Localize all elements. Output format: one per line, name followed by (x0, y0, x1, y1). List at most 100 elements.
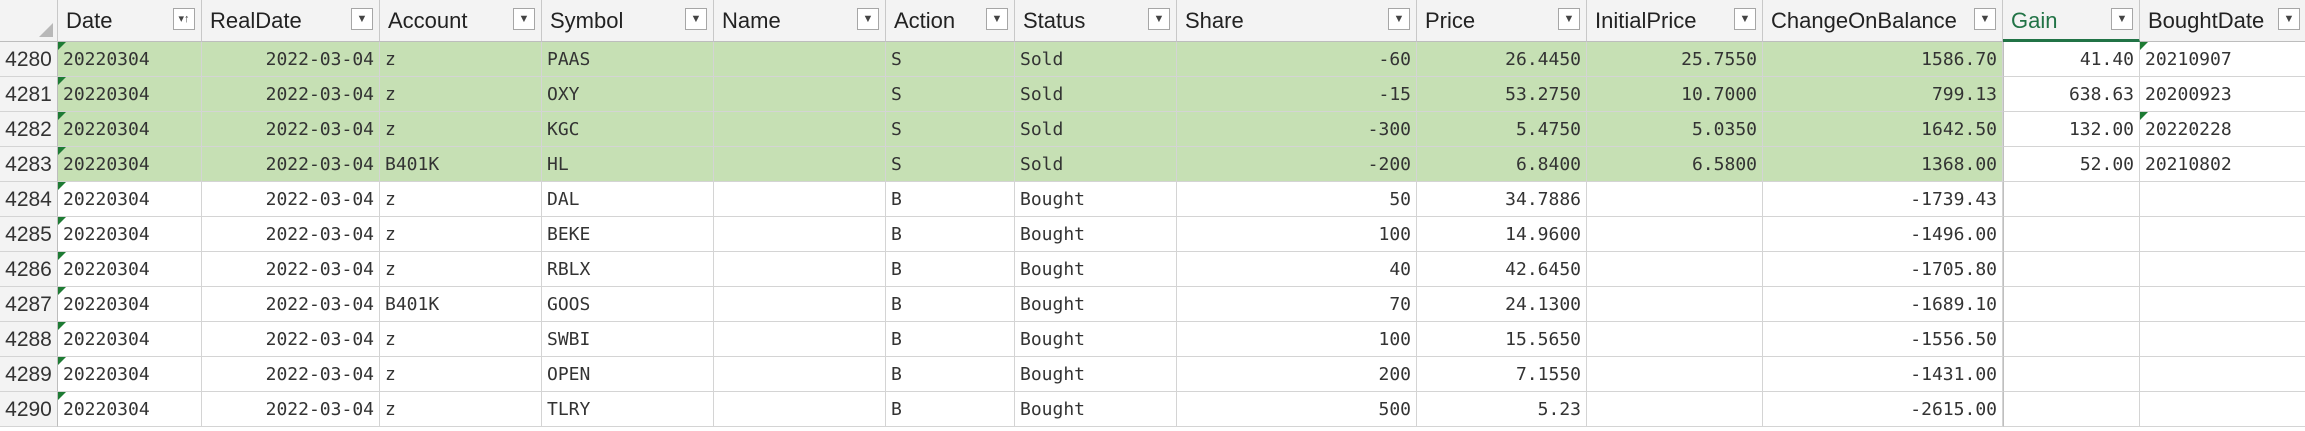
cell-name[interactable] (714, 182, 886, 217)
cell-changeonbalance[interactable]: 1586.70 (1763, 42, 2003, 77)
cell-action[interactable]: B (886, 252, 1015, 287)
row-header[interactable]: 4282 (0, 112, 58, 147)
cell-price[interactable]: 15.5650 (1417, 322, 1587, 357)
cell-symbol[interactable]: OPEN (542, 357, 714, 392)
cell-gain[interactable]: 132.00 (2003, 112, 2140, 147)
cell-gain[interactable] (2003, 322, 2140, 357)
cell-changeonbalance[interactable]: -1496.00 (1763, 217, 2003, 252)
cell-price[interactable]: 7.1550 (1417, 357, 1587, 392)
cell-price[interactable]: 5.23 (1417, 392, 1587, 427)
row-header[interactable]: 4284 (0, 182, 58, 217)
cell-boughtdate[interactable]: 20210802 (2140, 147, 2305, 182)
cell-date[interactable]: 20220304 (58, 322, 202, 357)
cell-changeonbalance[interactable]: -1739.43 (1763, 182, 2003, 217)
column-header-realdate[interactable]: RealDate ▼ (202, 0, 380, 42)
cell-account[interactable]: B401K (380, 147, 542, 182)
cell-symbol[interactable]: GOOS (542, 287, 714, 322)
cell-share[interactable]: 100 (1177, 322, 1417, 357)
cell-gain[interactable] (2003, 217, 2140, 252)
cell-account[interactable]: z (380, 112, 542, 147)
filter-dropdown-icon[interactable]: ▼ (2278, 8, 2300, 30)
cell-share[interactable]: 200 (1177, 357, 1417, 392)
cell-initialprice[interactable] (1587, 357, 1763, 392)
cell-date[interactable]: 20220304 (58, 287, 202, 322)
cell-account[interactable]: B401K (380, 287, 542, 322)
cell-name[interactable] (714, 147, 886, 182)
cell-status[interactable]: Bought (1015, 357, 1177, 392)
cell-date[interactable]: 20220304 (58, 217, 202, 252)
cell-action[interactable]: B (886, 217, 1015, 252)
cell-action[interactable]: B (886, 357, 1015, 392)
filter-dropdown-icon[interactable]: ▼ (1148, 8, 1170, 30)
cell-realdate[interactable]: 2022-03-04 (202, 392, 380, 427)
cell-name[interactable] (714, 287, 886, 322)
cell-action[interactable]: B (886, 287, 1015, 322)
cell-initialprice[interactable] (1587, 252, 1763, 287)
cell-boughtdate[interactable] (2140, 252, 2305, 287)
cell-account[interactable]: z (380, 322, 542, 357)
cell-price[interactable]: 34.7886 (1417, 182, 1587, 217)
row-header[interactable]: 4280 (0, 42, 58, 77)
cell-realdate[interactable]: 2022-03-04 (202, 322, 380, 357)
cell-realdate[interactable]: 2022-03-04 (202, 287, 380, 322)
cell-boughtdate[interactable] (2140, 322, 2305, 357)
row-header[interactable]: 4285 (0, 217, 58, 252)
cell-status[interactable]: Sold (1015, 112, 1177, 147)
cell-gain[interactable]: 52.00 (2003, 147, 2140, 182)
cell-date[interactable]: 20220304 (58, 182, 202, 217)
column-header-changeonbalance[interactable]: ChangeOnBalance ▼ (1763, 0, 2003, 42)
cell-changeonbalance[interactable]: -2615.00 (1763, 392, 2003, 427)
filter-dropdown-icon[interactable]: ▼ (986, 8, 1008, 30)
cell-name[interactable] (714, 322, 886, 357)
cell-changeonbalance[interactable]: -1556.50 (1763, 322, 2003, 357)
cell-share[interactable]: 70 (1177, 287, 1417, 322)
cell-status[interactable]: Sold (1015, 147, 1177, 182)
sort-ascending-icon[interactable]: ▾↑ (173, 8, 195, 30)
cell-price[interactable]: 42.6450 (1417, 252, 1587, 287)
cell-name[interactable] (714, 217, 886, 252)
filter-dropdown-icon[interactable]: ▼ (1974, 8, 1996, 30)
cell-initialprice[interactable] (1587, 322, 1763, 357)
cell-action[interactable]: B (886, 182, 1015, 217)
row-header[interactable]: 4286 (0, 252, 58, 287)
cell-status[interactable]: Sold (1015, 77, 1177, 112)
cell-realdate[interactable]: 2022-03-04 (202, 357, 380, 392)
filter-dropdown-icon[interactable]: ▼ (1734, 8, 1756, 30)
cell-status[interactable]: Bought (1015, 392, 1177, 427)
filter-dropdown-icon[interactable]: ▼ (2111, 8, 2133, 30)
cell-date[interactable]: 20220304 (58, 42, 202, 77)
column-header-date[interactable]: Date ▾↑ (58, 0, 202, 42)
cell-share[interactable]: -200 (1177, 147, 1417, 182)
cell-initialprice[interactable] (1587, 182, 1763, 217)
cell-price[interactable]: 5.4750 (1417, 112, 1587, 147)
cell-status[interactable]: Sold (1015, 42, 1177, 77)
cell-changeonbalance[interactable]: 799.13 (1763, 77, 2003, 112)
cell-symbol[interactable]: HL (542, 147, 714, 182)
cell-share[interactable]: 50 (1177, 182, 1417, 217)
cell-realdate[interactable]: 2022-03-04 (202, 147, 380, 182)
cell-changeonbalance[interactable]: -1431.00 (1763, 357, 2003, 392)
row-header[interactable]: 4283 (0, 147, 58, 182)
cell-boughtdate[interactable] (2140, 392, 2305, 427)
cell-name[interactable] (714, 252, 886, 287)
cell-date[interactable]: 20220304 (58, 77, 202, 112)
cell-price[interactable]: 26.4450 (1417, 42, 1587, 77)
cell-boughtdate[interactable] (2140, 357, 2305, 392)
column-header-boughtdate[interactable]: BoughtDate ▼ (2140, 0, 2305, 42)
cell-status[interactable]: Bought (1015, 182, 1177, 217)
cell-symbol[interactable]: OXY (542, 77, 714, 112)
filter-dropdown-icon[interactable]: ▼ (1388, 8, 1410, 30)
cell-status[interactable]: Bought (1015, 322, 1177, 357)
column-header-status[interactable]: Status ▼ (1015, 0, 1177, 42)
cell-symbol[interactable]: KGC (542, 112, 714, 147)
cell-action[interactable]: B (886, 392, 1015, 427)
cell-price[interactable]: 14.9600 (1417, 217, 1587, 252)
cell-changeonbalance[interactable]: 1642.50 (1763, 112, 2003, 147)
cell-date[interactable]: 20220304 (58, 357, 202, 392)
cell-boughtdate[interactable]: 20210907 (2140, 42, 2305, 77)
cell-realdate[interactable]: 2022-03-04 (202, 217, 380, 252)
cell-symbol[interactable]: PAAS (542, 42, 714, 77)
cell-gain[interactable] (2003, 182, 2140, 217)
filter-dropdown-icon[interactable]: ▼ (351, 8, 373, 30)
filter-dropdown-icon[interactable]: ▼ (857, 8, 879, 30)
